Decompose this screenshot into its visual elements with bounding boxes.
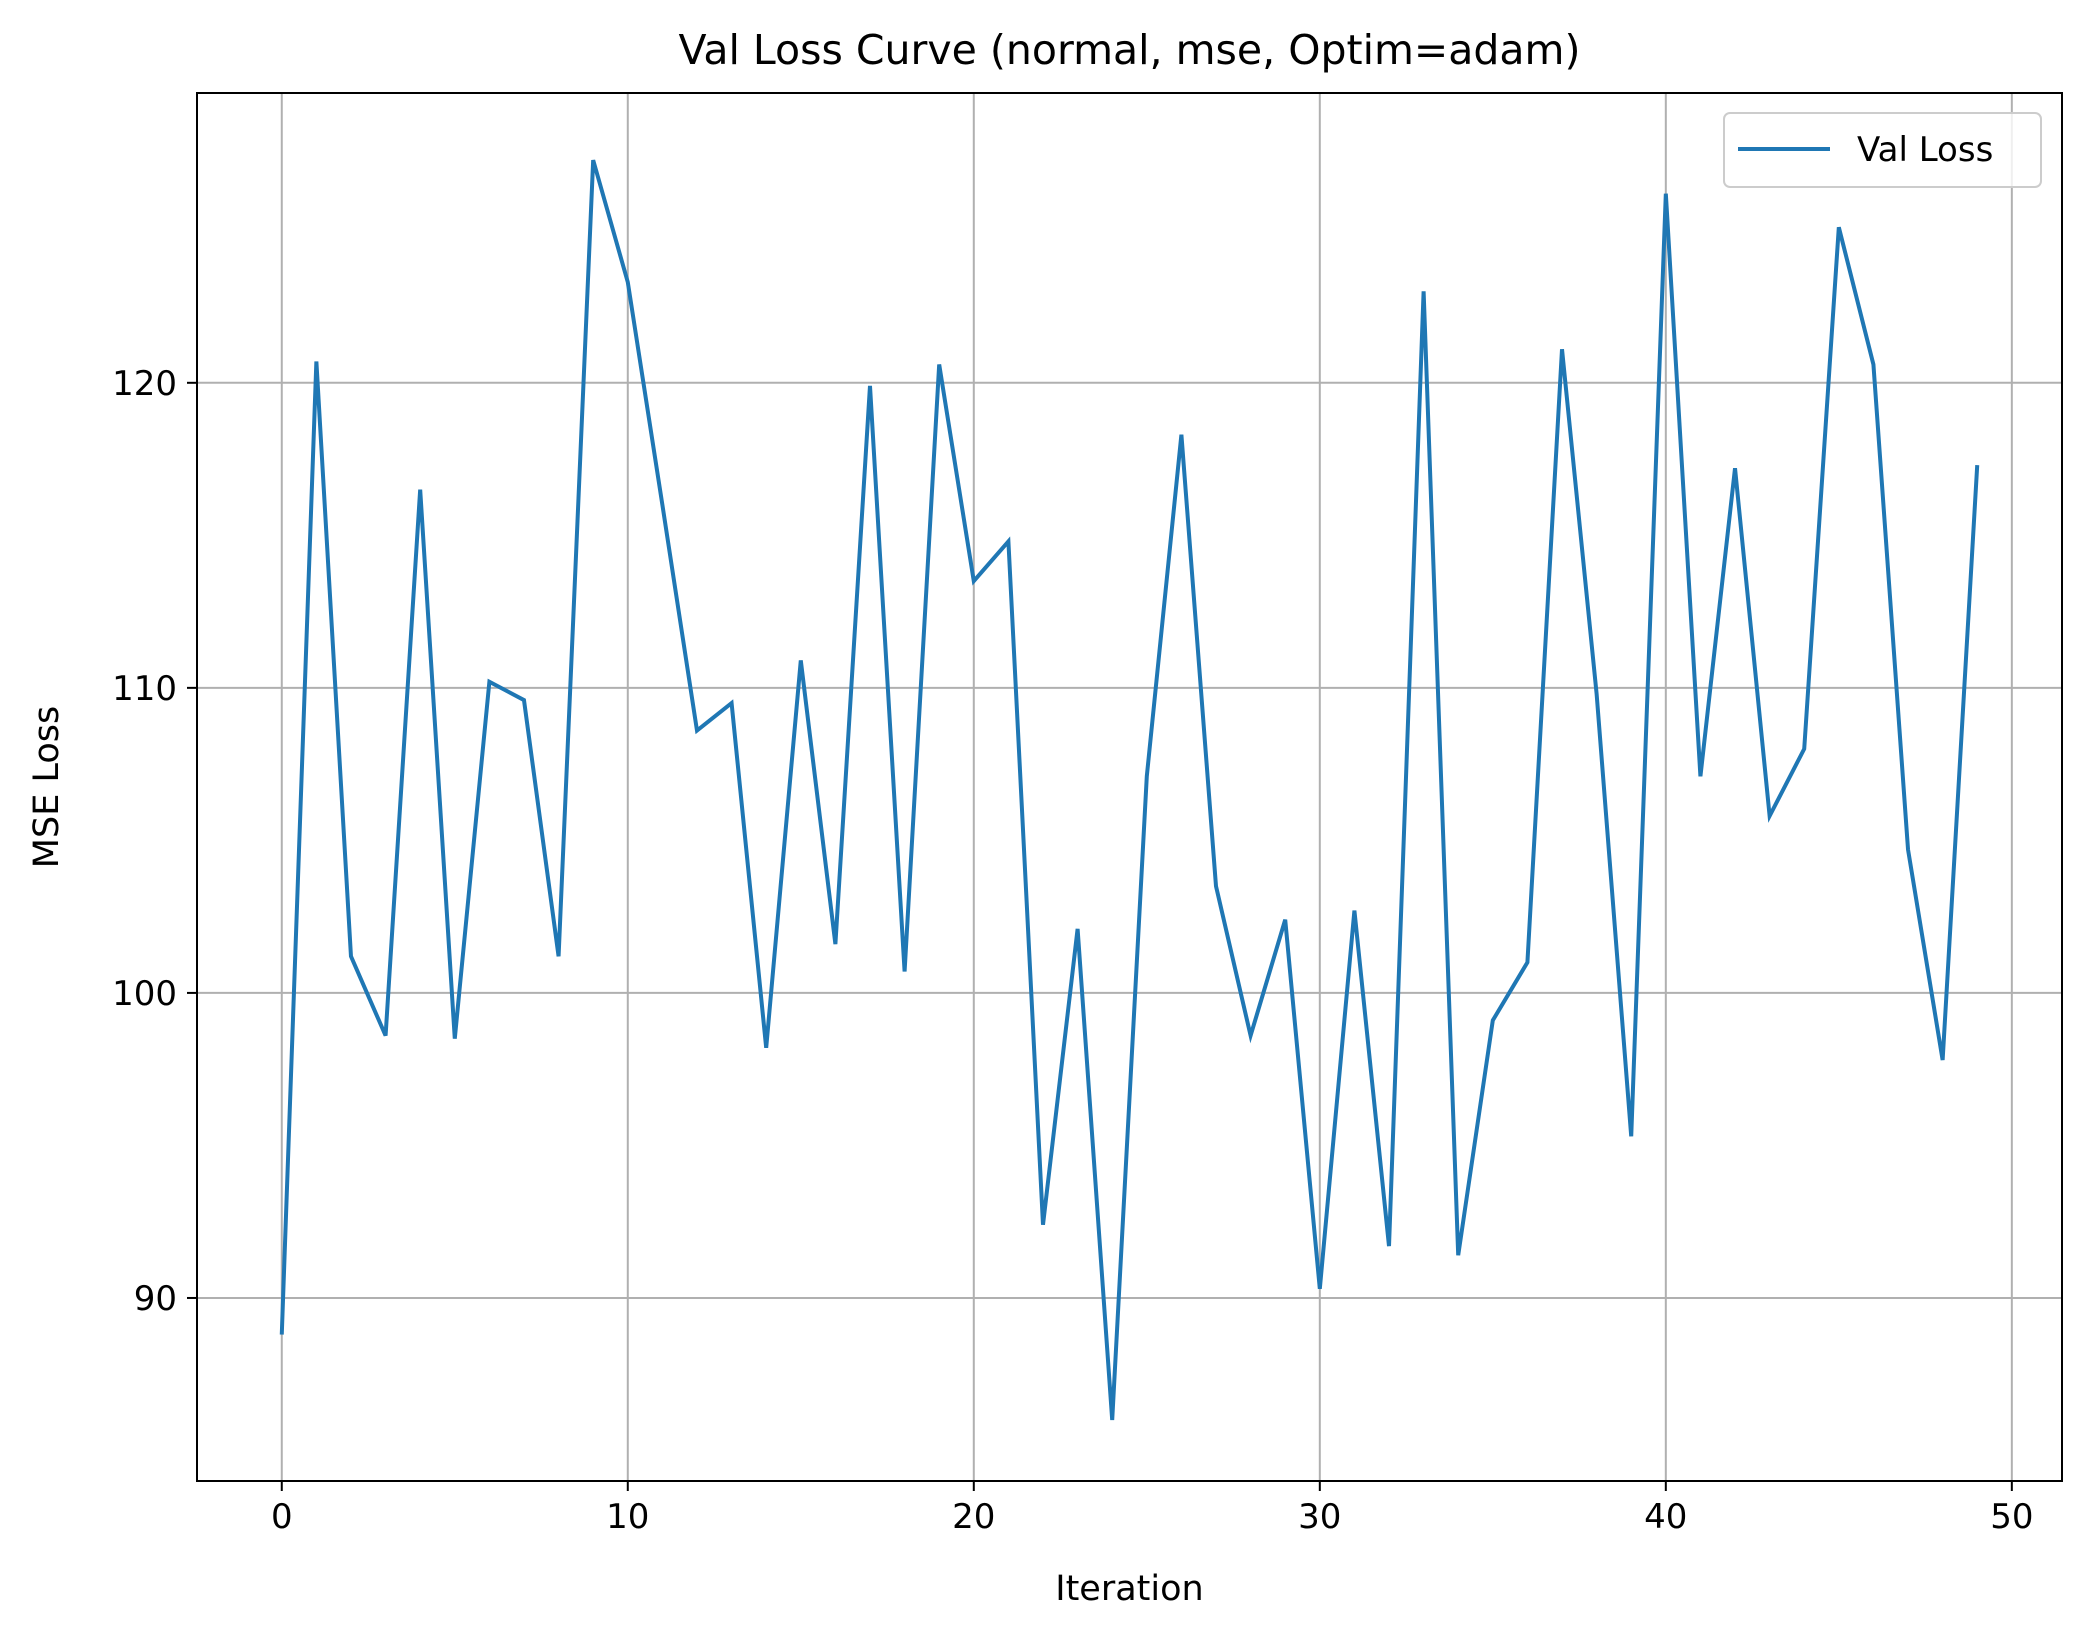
y-tick-label: 120 [112, 364, 177, 404]
chart-title: Val Loss Curve (normal, mse, Optim=adam) [679, 26, 1581, 74]
x-tick-label: 50 [1990, 1497, 2033, 1537]
series-layer [279, 159, 1980, 1421]
x-tick-label: 10 [606, 1497, 649, 1537]
y-tick-label: 110 [112, 669, 177, 709]
x-tick-label: 30 [1298, 1497, 1341, 1537]
x-tick-label: 40 [1644, 1497, 1687, 1537]
series-line-val-loss [279, 159, 1980, 1421]
legend-label: Val Loss [1857, 130, 1993, 170]
y-tick-label: 100 [112, 974, 177, 1014]
x-tick-label: 20 [952, 1497, 995, 1537]
x-axis-label: Iteration [1055, 1569, 1203, 1609]
grid-lines [197, 93, 2062, 1481]
x-tick-label: 0 [271, 1497, 293, 1537]
legend-box [1723, 112, 2042, 188]
axes-frame [196, 92, 2063, 1482]
legend: Val Loss [1723, 112, 2042, 188]
y-axis-label: MSE Loss [27, 706, 67, 868]
tick-layer: 0 10 20 30 40 50 90 100 110 120 [112, 364, 2033, 1537]
y-tick-label: 90 [134, 1279, 177, 1319]
